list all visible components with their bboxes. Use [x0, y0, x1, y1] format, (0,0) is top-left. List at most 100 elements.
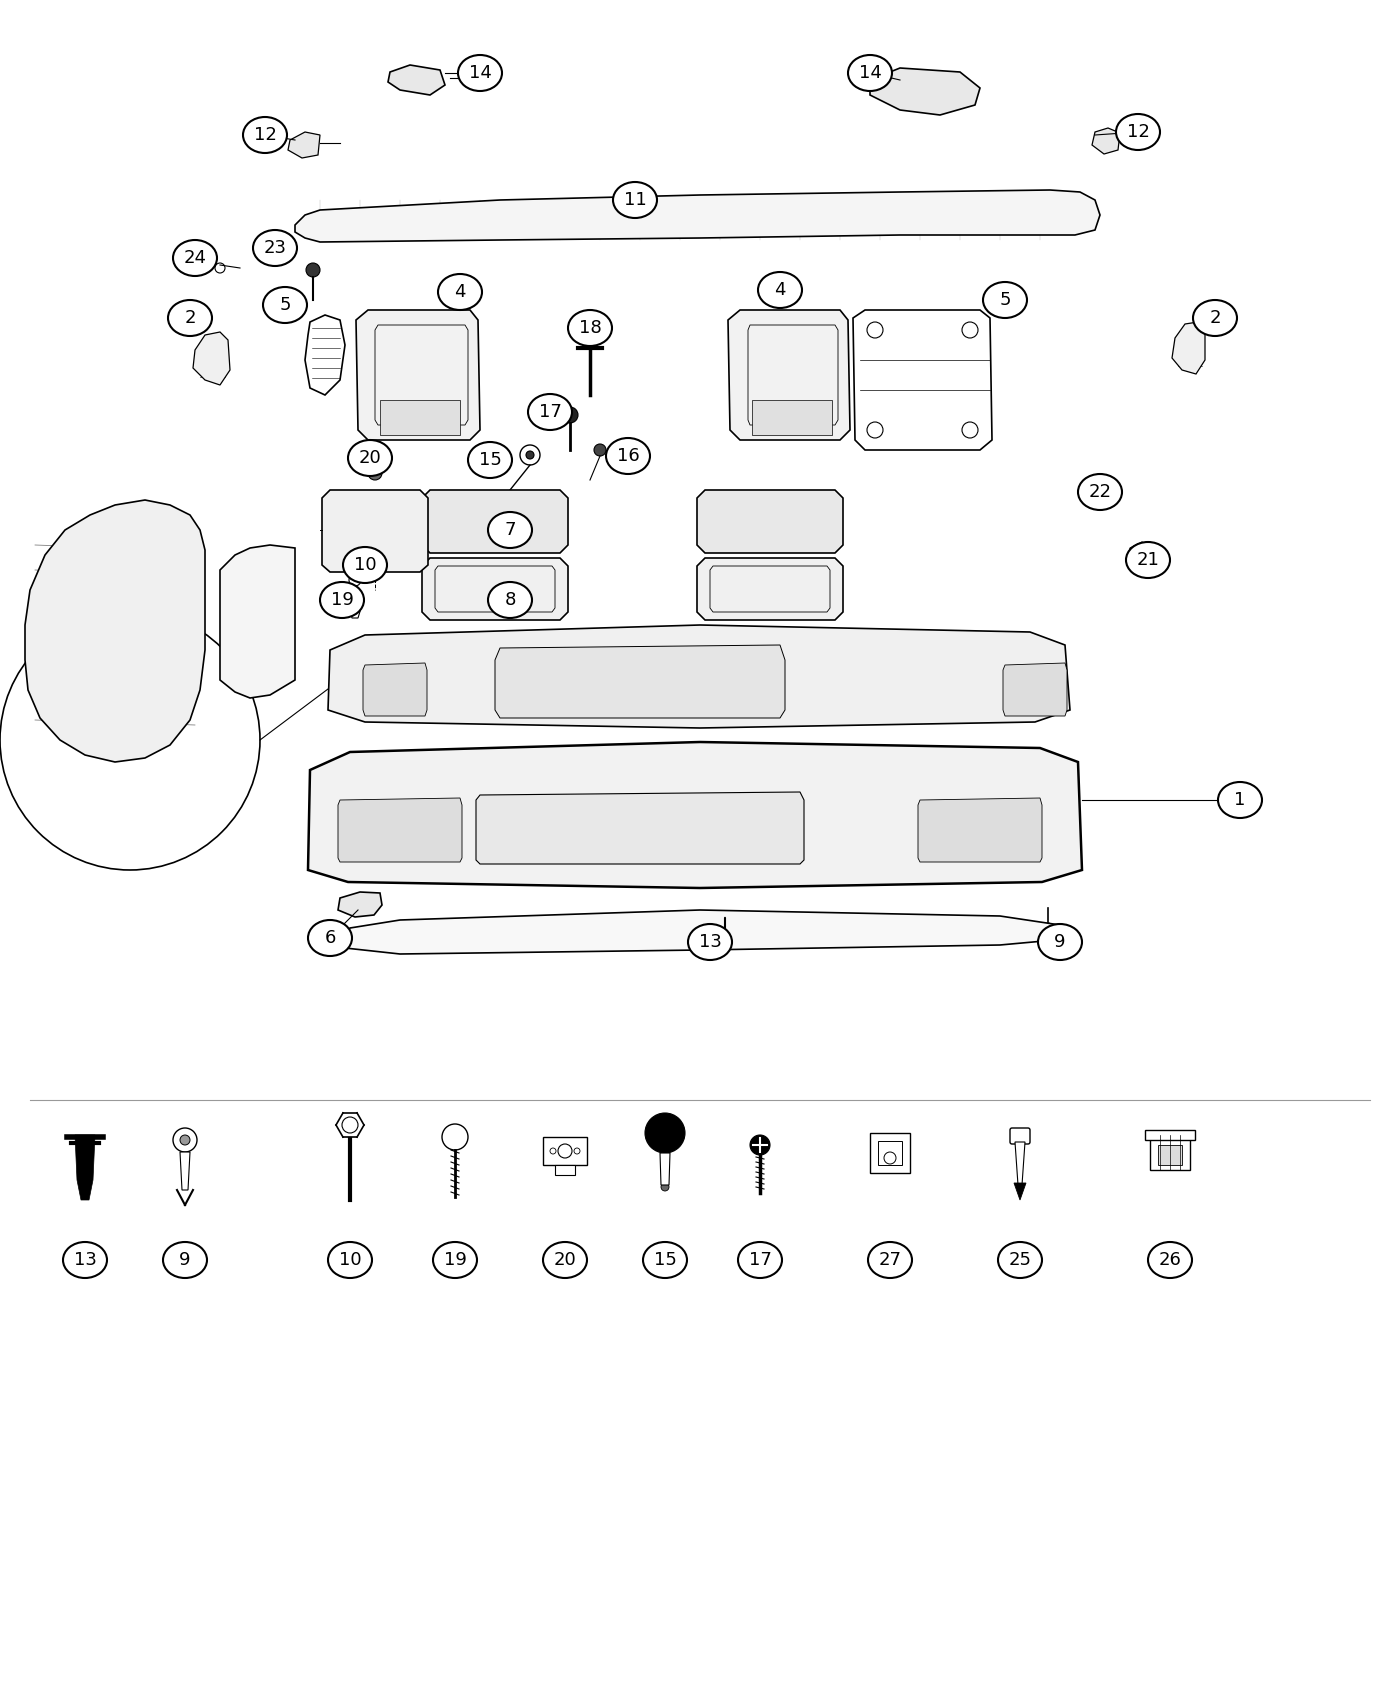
- Polygon shape: [697, 490, 843, 552]
- Text: 25: 25: [1008, 1251, 1032, 1268]
- Text: 10: 10: [339, 1251, 361, 1268]
- Text: 10: 10: [354, 556, 377, 575]
- Text: 17: 17: [749, 1251, 771, 1268]
- Ellipse shape: [528, 394, 573, 430]
- Polygon shape: [728, 309, 850, 440]
- Ellipse shape: [868, 1243, 911, 1278]
- Text: 23: 23: [263, 240, 287, 257]
- Polygon shape: [388, 65, 445, 95]
- Polygon shape: [1002, 663, 1067, 716]
- Circle shape: [883, 1153, 896, 1165]
- Polygon shape: [869, 68, 980, 116]
- Ellipse shape: [1078, 474, 1121, 510]
- Polygon shape: [220, 546, 295, 699]
- Text: 2: 2: [1210, 309, 1221, 326]
- Polygon shape: [496, 644, 785, 717]
- Polygon shape: [328, 626, 1070, 728]
- Circle shape: [594, 444, 606, 456]
- Ellipse shape: [643, 1243, 687, 1278]
- Circle shape: [617, 813, 623, 818]
- Circle shape: [1043, 923, 1053, 933]
- Text: 16: 16: [616, 447, 640, 466]
- Ellipse shape: [458, 54, 503, 92]
- Circle shape: [777, 813, 783, 818]
- Polygon shape: [76, 1136, 95, 1200]
- Circle shape: [559, 1144, 573, 1158]
- Ellipse shape: [168, 299, 211, 337]
- Text: 5: 5: [1000, 291, 1011, 309]
- Ellipse shape: [308, 920, 351, 955]
- Polygon shape: [1172, 321, 1205, 374]
- Circle shape: [181, 1136, 190, 1146]
- Text: 7: 7: [504, 520, 515, 539]
- Polygon shape: [349, 605, 363, 619]
- Text: 13: 13: [74, 1251, 97, 1268]
- Polygon shape: [356, 309, 480, 440]
- Circle shape: [962, 422, 979, 439]
- Text: 27: 27: [879, 1251, 902, 1268]
- Text: 12: 12: [1127, 122, 1149, 141]
- Polygon shape: [181, 1153, 190, 1190]
- Text: 15: 15: [654, 1251, 676, 1268]
- FancyBboxPatch shape: [878, 1141, 902, 1164]
- Text: 15: 15: [479, 450, 501, 469]
- FancyBboxPatch shape: [554, 1164, 575, 1175]
- FancyBboxPatch shape: [1145, 1130, 1196, 1141]
- Ellipse shape: [174, 240, 217, 275]
- Ellipse shape: [489, 512, 532, 547]
- Ellipse shape: [613, 182, 657, 218]
- Ellipse shape: [343, 547, 386, 583]
- Circle shape: [519, 445, 540, 466]
- Polygon shape: [1014, 1183, 1026, 1200]
- Ellipse shape: [568, 309, 612, 347]
- Text: 9: 9: [179, 1251, 190, 1268]
- Ellipse shape: [489, 581, 532, 619]
- Ellipse shape: [433, 1243, 477, 1278]
- Circle shape: [270, 575, 280, 585]
- Circle shape: [962, 321, 979, 338]
- Circle shape: [270, 654, 280, 665]
- Text: 19: 19: [330, 592, 353, 609]
- Circle shape: [307, 264, 321, 277]
- Circle shape: [235, 575, 245, 585]
- Ellipse shape: [1218, 782, 1261, 818]
- Ellipse shape: [63, 1243, 106, 1278]
- Polygon shape: [363, 663, 427, 716]
- Polygon shape: [918, 797, 1042, 862]
- Ellipse shape: [321, 581, 364, 619]
- Circle shape: [174, 1129, 197, 1153]
- Ellipse shape: [738, 1243, 783, 1278]
- Ellipse shape: [1037, 925, 1082, 960]
- Text: 2: 2: [185, 309, 196, 326]
- Polygon shape: [337, 797, 462, 862]
- Circle shape: [561, 406, 578, 423]
- Circle shape: [442, 1124, 468, 1149]
- Text: 20: 20: [358, 449, 381, 468]
- Circle shape: [357, 512, 393, 547]
- Polygon shape: [697, 558, 843, 620]
- Text: 8: 8: [504, 592, 515, 609]
- Ellipse shape: [848, 54, 892, 92]
- Circle shape: [1093, 496, 1103, 507]
- Polygon shape: [25, 500, 204, 762]
- Text: 19: 19: [444, 1251, 466, 1268]
- Polygon shape: [421, 558, 568, 620]
- Ellipse shape: [1126, 542, 1170, 578]
- Text: 17: 17: [539, 403, 561, 422]
- Polygon shape: [421, 490, 568, 552]
- Text: 26: 26: [1159, 1251, 1182, 1268]
- Circle shape: [526, 813, 533, 818]
- Ellipse shape: [253, 230, 297, 265]
- Circle shape: [661, 1183, 669, 1192]
- Text: 14: 14: [469, 65, 491, 82]
- Circle shape: [574, 1148, 580, 1154]
- Text: 5: 5: [279, 296, 291, 314]
- Ellipse shape: [1193, 299, 1238, 337]
- Text: 21: 21: [1137, 551, 1159, 570]
- Circle shape: [216, 264, 225, 274]
- FancyBboxPatch shape: [1158, 1146, 1182, 1165]
- Ellipse shape: [757, 272, 802, 308]
- FancyBboxPatch shape: [869, 1132, 910, 1173]
- Ellipse shape: [438, 274, 482, 309]
- Polygon shape: [340, 910, 1065, 954]
